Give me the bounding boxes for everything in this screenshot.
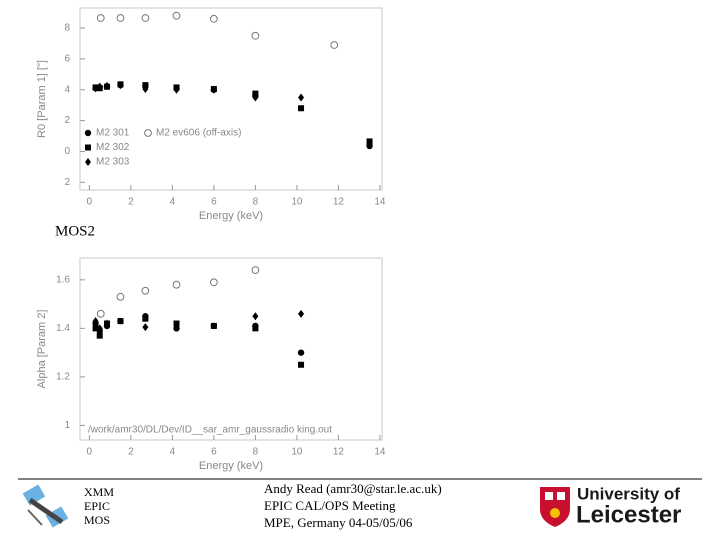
legend-label: M2 302: [96, 142, 130, 153]
data-point: [298, 361, 305, 368]
x-tick-label: 14: [374, 447, 386, 458]
satellite-icon: [22, 484, 69, 528]
y-tick-label: 4: [64, 84, 70, 95]
data-point: [252, 93, 259, 102]
y-axis-label: Alpha [Param 2]: [36, 310, 48, 389]
x-tick-label: 2: [128, 447, 134, 458]
data-point: [173, 325, 180, 332]
data-point: [96, 82, 103, 91]
legend-marker: [85, 144, 91, 151]
x-axis-label: Energy (keV): [199, 210, 263, 222]
y-tick-label: 1.2: [56, 372, 70, 383]
footer-center-line: MPE, Germany 04-05/05/06: [264, 515, 413, 530]
legend-marker: [85, 158, 91, 166]
data-point: [210, 85, 217, 94]
data-point: [141, 14, 150, 22]
x-tick-label: 8: [253, 197, 259, 208]
data-point: [96, 332, 103, 339]
data-point: [251, 266, 260, 275]
data-point: [252, 312, 259, 321]
y-tick-label: 6: [64, 54, 70, 65]
footer-center-line: Andy Read (amr30@star.le.ac.uk): [264, 481, 442, 496]
data-point: [141, 286, 150, 295]
y-tick-label: 2: [64, 115, 70, 126]
y-tick-label: 1.6: [56, 274, 70, 285]
footer-left-line: EPIC: [84, 499, 110, 513]
x-tick-label: 4: [170, 447, 176, 458]
legend-marker: [144, 129, 152, 137]
data-point: [330, 41, 339, 49]
data-point: [92, 317, 99, 326]
footer-left-line: MOS: [84, 513, 110, 527]
x-tick-label: 10: [291, 197, 303, 208]
x-tick-label: 10: [291, 447, 303, 458]
y-tick-label: 1: [64, 420, 70, 431]
y-tick-label: 1.4: [56, 323, 70, 334]
data-point: [173, 320, 180, 327]
x-tick-label: 2: [128, 197, 134, 208]
x-tick-label: 8: [253, 447, 259, 458]
data-point: [96, 309, 105, 318]
chart: 1 1.2 1.4 1.6 0 2 4 6 8 10 12 14 Energy (keV) Alpha […: [36, 257, 386, 472]
logo-text: Leicester: [576, 501, 681, 528]
logo-text: University of: [577, 484, 680, 503]
data-point: [96, 324, 103, 333]
legend-label: M2 301: [96, 128, 130, 139]
data-point: [117, 318, 124, 325]
data-point: [298, 309, 305, 318]
footer-center-line: EPIC CAL/OPS Meeting: [264, 498, 396, 513]
data-point: [173, 85, 180, 94]
x-tick-label: 12: [333, 197, 345, 208]
x-tick-label: 12: [333, 447, 345, 458]
data-point: [297, 349, 305, 356]
data-point: [210, 322, 217, 329]
data-point: [117, 81, 124, 90]
x-axis-label: Energy (keV): [199, 460, 263, 472]
plot-frame: [79, 257, 383, 441]
x-tick-label: 4: [170, 197, 176, 208]
footer-left-line: XMM: [84, 485, 114, 499]
x-tick-label: 14: [374, 197, 386, 208]
data-point: [366, 140, 373, 149]
x-tick-label: 0: [87, 197, 93, 208]
x-tick-label: 6: [211, 197, 217, 208]
data-point: [252, 325, 259, 332]
data-point: [96, 14, 105, 22]
data-point: [116, 292, 125, 301]
legend-marker: [84, 129, 92, 137]
y-tick-label: 0: [64, 146, 70, 157]
x-tick-label: 6: [211, 447, 217, 458]
annotation: /work/amr30/DL/Dev/ID__sar_amr_gaussradi…: [88, 425, 332, 436]
data-point: [209, 14, 218, 23]
legend-label: M2 ev606 (off-axis): [156, 128, 241, 139]
data-point: [142, 84, 149, 93]
chart: 2 0 2 4 6 8 0 2 4 6 8 10 12 14 Energy (keV) R0 [Param 1…: [36, 7, 386, 222]
data-point: [298, 105, 305, 112]
y-axis-label: R0 [Param 1] ["]: [36, 60, 48, 138]
data-point: [172, 280, 181, 289]
data-point: [298, 93, 305, 102]
data-point: [209, 278, 218, 287]
data-point: [103, 81, 110, 90]
data-point: [116, 14, 125, 22]
panel-label: MOS2: [55, 223, 95, 239]
legend-label: M2 303: [96, 157, 130, 168]
data-point: [92, 325, 99, 332]
data-point: [142, 323, 149, 332]
y-tick-label: 8: [64, 23, 70, 34]
data-point: [103, 319, 110, 328]
data-point: [251, 31, 260, 40]
data-point: [142, 315, 149, 322]
data-point: [172, 11, 181, 20]
university-logo: [540, 487, 570, 527]
y-tick-label: 2: [64, 177, 70, 188]
x-tick-label: 0: [87, 447, 93, 458]
plot-frame: [79, 7, 383, 191]
